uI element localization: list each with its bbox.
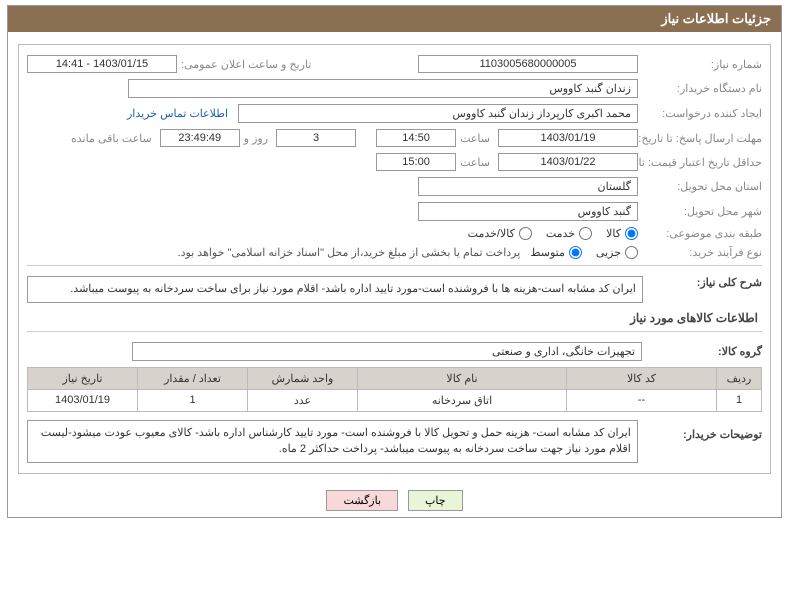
button-row: چاپ بازگشت [8, 490, 781, 511]
field-overall-desc: ایران کد مشابه است-هزینه ها با فروشنده ا… [27, 276, 643, 303]
table-header-cell: واحد شمارش [248, 367, 358, 389]
row-buyer-notes: توضیحات خریدار: ایران کد مشابه است- هزین… [27, 420, 762, 463]
field-goods-group: تجهیزات خانگی، اداری و صنعتی [132, 342, 642, 361]
field-need-number: 1103005680000005 [418, 55, 638, 73]
category-label: خدمت [546, 227, 575, 240]
field-days-remaining: 3 [276, 129, 356, 147]
label-city: شهر محل تحویل: [642, 205, 762, 218]
ptype-option[interactable]: جزیی [596, 246, 638, 259]
ptype-label: جزیی [596, 246, 621, 259]
table-header-cell: کد کالا [567, 367, 717, 389]
category-label: کالا/خدمت [468, 227, 515, 240]
row-deadline: مهلت ارسال پاسخ: تا تاریخ: 1403/01/19 سا… [27, 129, 762, 147]
row-overall-desc: شرح کلی نیاز: ایران کد مشابه است-هزینه ه… [27, 276, 762, 303]
label-category: طبقه بندی موضوعی: [642, 227, 762, 240]
field-buyer-org: زندان گنبد کاووس [128, 79, 638, 98]
table-cell: اتاق سردخانه [358, 389, 567, 411]
table-header-cell: نام کالا [358, 367, 567, 389]
label-hour-1: ساعت [460, 132, 490, 145]
field-validity-time: 15:00 [376, 153, 456, 171]
label-hour-2: ساعت [460, 156, 490, 169]
contact-link[interactable]: اطلاعات تماس خریدار [127, 107, 228, 120]
field-province: گلستان [418, 177, 638, 196]
field-deadline-time: 14:50 [376, 129, 456, 147]
table-cell: 1403/01/19 [28, 389, 138, 411]
category-option[interactable]: کالا/خدمت [468, 227, 532, 240]
print-button[interactable]: چاپ [408, 490, 463, 511]
table-cell: عدد [248, 389, 358, 411]
field-buyer-notes: ایران کد مشابه است- هزینه حمل و تحویل کا… [27, 420, 638, 463]
label-validity: حداقل تاریخ اعتبار قیمت: تا تاریخ: [642, 156, 762, 169]
row-requester: ایجاد کننده درخواست: محمد اکبری کارپرداز… [27, 104, 762, 123]
field-deadline-date: 1403/01/19 [498, 129, 638, 147]
row-goods-group: گروه کالا: تجهیزات خانگی، اداری و صنعتی [27, 342, 762, 361]
field-announce-datetime: 1403/01/15 - 14:41 [27, 55, 177, 73]
label-deadline: مهلت ارسال پاسخ: تا تاریخ: [642, 132, 762, 145]
payment-note: پرداخت تمام یا بخشی از مبلغ خرید،از محل … [178, 246, 521, 259]
category-radio[interactable] [519, 227, 532, 240]
field-validity-date: 1403/01/22 [498, 153, 638, 171]
back-button[interactable]: بازگشت [326, 490, 398, 511]
table-row: 1--اتاق سردخانهعدد11403/01/19 [28, 389, 762, 411]
table-header-cell: تاریخ نیاز [28, 367, 138, 389]
row-validity: حداقل تاریخ اعتبار قیمت: تا تاریخ: 1403/… [27, 153, 762, 171]
separator-2 [27, 331, 762, 332]
label-days-and: روز و [244, 132, 268, 145]
category-option[interactable]: خدمت [546, 227, 592, 240]
field-city: گنبد کاووس [418, 202, 638, 221]
row-category: طبقه بندی موضوعی: کالا خدمت کالا/خدمت [27, 227, 762, 240]
category-radio-group: کالا خدمت کالا/خدمت [468, 227, 638, 240]
label-remaining: ساعت باقی مانده [71, 132, 152, 145]
category-radio[interactable] [579, 227, 592, 240]
label-purchase-type: نوع فرآیند خرید: [642, 246, 762, 259]
table-cell: 1 [717, 389, 762, 411]
purchase-type-radio-group: جزیی متوسط [530, 246, 638, 259]
row-buyer-org: نام دستگاه خریدار: زندان گنبد کاووس [27, 79, 762, 98]
label-announce: تاریخ و ساعت اعلان عمومی: [181, 58, 311, 71]
label-buyer-notes: توضیحات خریدار: [644, 420, 762, 441]
row-purchase-type: نوع فرآیند خرید: جزیی متوسط پرداخت تمام ی… [27, 246, 762, 259]
panel-title: جزئیات اطلاعات نیاز [8, 6, 781, 32]
field-countdown: 23:49:49 [160, 129, 240, 147]
row-province: استان محل تحویل: گلستان [27, 177, 762, 196]
category-label: کالا [606, 227, 621, 240]
ptype-label: متوسط [530, 246, 565, 259]
table-cell: 1 [138, 389, 248, 411]
items-table: ردیفکد کالانام کالاواحد شمارشتعداد / مقد… [27, 367, 762, 412]
separator-1 [27, 265, 762, 266]
table-header-cell: ردیف [717, 367, 762, 389]
table-header-row: ردیفکد کالانام کالاواحد شمارشتعداد / مقد… [28, 367, 762, 389]
form-content: شماره نیاز: 1103005680000005 تاریخ و ساع… [18, 44, 771, 474]
table-cell: -- [567, 389, 717, 411]
label-buyer-org: نام دستگاه خریدار: [642, 82, 762, 95]
ptype-option[interactable]: متوسط [530, 246, 582, 259]
ptype-radio[interactable] [569, 246, 582, 259]
field-requester: محمد اکبری کارپرداز زندان گنبد کاووس [238, 104, 638, 123]
label-overall-desc: شرح کلی نیاز: [643, 276, 762, 289]
category-option[interactable]: کالا [606, 227, 638, 240]
label-requester: ایجاد کننده درخواست: [642, 107, 762, 120]
form-container: جزئیات اطلاعات نیاز شماره نیاز: 11030056… [7, 5, 782, 518]
section-items-info: اطلاعات کالاهای مورد نیاز [27, 311, 758, 325]
category-radio[interactable] [625, 227, 638, 240]
ptype-radio[interactable] [625, 246, 638, 259]
row-need-number: شماره نیاز: 1103005680000005 تاریخ و ساع… [27, 55, 762, 73]
label-need-number: شماره نیاز: [642, 58, 762, 71]
table-header-cell: تعداد / مقدار [138, 367, 248, 389]
label-province: استان محل تحویل: [642, 180, 762, 193]
label-goods-group: گروه کالا: [642, 345, 762, 358]
row-city: شهر محل تحویل: گنبد کاووس [27, 202, 762, 221]
